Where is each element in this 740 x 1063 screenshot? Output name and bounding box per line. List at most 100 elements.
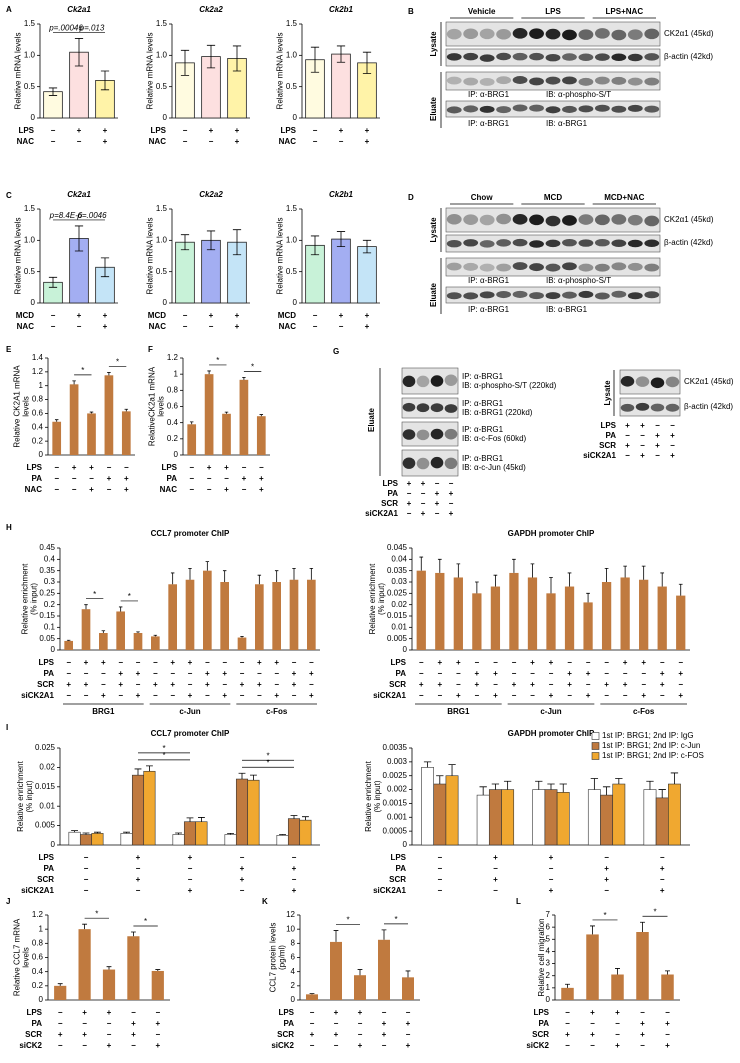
error-bar [57,983,63,986]
significance-label: * [346,916,349,925]
condition-mark: − [107,463,112,472]
y-tick-label: 0.8 [32,395,44,404]
error-bar [310,46,320,73]
chart-title: CCL7 promoter ChIP [151,529,230,538]
error-bar [362,239,372,254]
condition-mark: − [118,658,123,667]
condition-mark: − [77,322,82,331]
error-bar [227,832,234,835]
error-bar [590,925,595,935]
y-tick-label: 6 [546,922,551,931]
y-axis-label: Relative CCL7 mRNA [13,918,22,996]
blot-band [512,52,528,61]
condition-label: NAC [25,485,43,494]
condition-mark: + [153,680,158,689]
condition-mark: − [54,485,59,494]
bar [509,572,519,650]
condition-mark: + [655,431,660,440]
blot-band [644,239,660,247]
condition-mark: − [530,691,535,700]
blot-band [479,240,495,248]
condition-mark: − [565,1019,570,1028]
error-bar [146,765,153,772]
condition-mark: − [586,680,591,689]
blot-band [644,77,660,86]
condition-label: LPS [533,1008,549,1017]
error-bar [437,558,442,573]
condition-mark: − [72,474,77,483]
condition-mark: − [118,691,123,700]
bar [668,783,681,846]
condition-mark: − [155,1030,160,1039]
error-bar [130,931,136,937]
error-bar [188,568,192,580]
condition-mark: − [678,680,683,689]
section-label: Eluate [367,407,376,432]
error-bar [423,761,432,768]
bar [247,779,260,846]
condition-mark: − [406,1008,411,1017]
y-tick-label: 2 [291,981,296,990]
significance-label: * [162,744,165,753]
condition-mark: − [437,669,442,678]
y-axis-label: (pg/ml) [278,945,287,970]
error-bar [106,966,112,970]
bar [657,586,667,650]
error-bar [567,572,572,587]
chart-title: GAPDH promoter ChIP [508,729,595,738]
y-tick-label: 0.005 [35,821,56,830]
condition-mark: − [170,691,175,700]
y-axis-label: levels [157,396,166,416]
blot-band [529,77,544,86]
condition-mark: + [207,463,212,472]
bar [357,246,377,304]
section-label: Eluate [429,96,438,121]
blot-band [430,403,444,413]
bar [151,970,164,1000]
condition-mark: + [339,126,344,135]
panel-letter: I [6,723,8,732]
y-tick-label: 5 [546,934,551,943]
bar [612,783,626,846]
y-axis-label: levels [22,396,31,416]
blot-strip [619,397,681,417]
blot-band [479,105,495,113]
y-tick-label: 1.2 [167,353,179,362]
condition-mark: + [565,1030,570,1039]
condition-mark: + [456,658,461,667]
condition-mark: + [623,658,628,667]
condition-mark: − [382,1008,387,1017]
bar [501,789,515,846]
group-label: c-Fos [266,707,288,716]
condition-mark: + [678,669,683,678]
condition-mark: − [257,691,262,700]
error-bar [48,87,58,96]
error-bar [310,235,320,256]
blot-band [479,54,495,62]
bar [490,586,501,650]
error-bar [250,774,257,781]
y-tick-label: 0.2 [32,981,44,990]
error-bar [292,568,296,580]
condition-mark: + [590,1030,595,1039]
bar [611,974,624,1000]
error-bar [238,772,246,780]
y-tick-label: 0.6 [32,409,44,418]
blot-band [644,105,660,113]
group-label: LPS [545,7,561,16]
y-tick-label: 1.0 [156,235,168,244]
ip-label: IP: α-BRG1 [468,276,510,285]
y-tick-label: 0.4 [32,967,44,976]
condition-mark: + [365,322,370,331]
blot-band [627,29,643,40]
condition-mark: + [604,864,609,873]
band-label: CK2α1 (45kd) [684,377,734,386]
blot-strip [401,397,459,419]
y-axis-label: Relative enrichment [20,563,29,634]
legend-label: 1st IP: BRG1; 2nd IP: c-FOS [602,751,704,760]
condition-mark: − [567,691,572,700]
blot-band [594,292,610,300]
condition-mark: − [530,669,535,678]
condition-mark: + [493,875,498,884]
